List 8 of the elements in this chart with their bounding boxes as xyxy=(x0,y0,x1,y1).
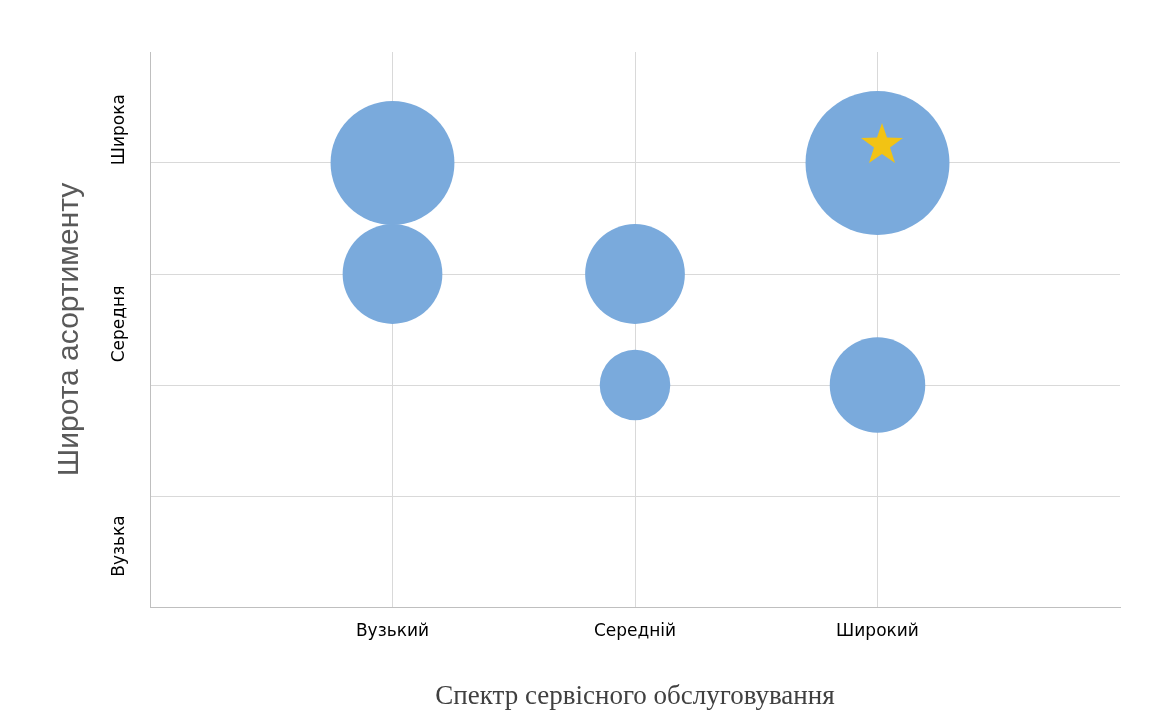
text: Вузька xyxy=(108,515,129,577)
x-tick-label: Середній xyxy=(593,619,677,640)
x-tick-label: Широкий xyxy=(836,619,919,640)
text: Середня xyxy=(108,285,129,363)
y-axis-title: Широта асортименту xyxy=(51,182,85,477)
x-tick-label: Вузький xyxy=(355,619,430,640)
text: Широка xyxy=(108,94,129,166)
x-axis-title: Спектр сервісного обслуговування xyxy=(435,679,835,710)
